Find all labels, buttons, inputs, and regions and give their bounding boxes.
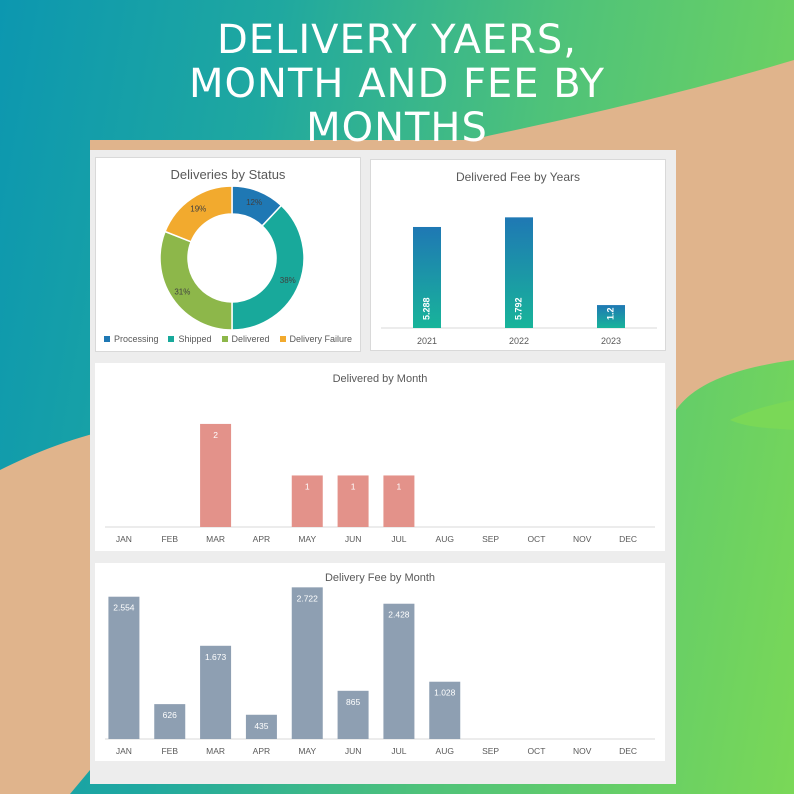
bar-may <box>291 587 323 739</box>
bar-data-label: 2.722 <box>297 593 319 603</box>
dashboard-sheet: Deliveries by Status 12% 38% 31% 19% Proces… <box>90 150 676 784</box>
peach-stroke-right <box>730 400 794 430</box>
bar-data-label: 865 <box>346 697 360 707</box>
x-tick-label: AUG <box>436 746 454 756</box>
x-tick-label: JAN <box>116 746 132 756</box>
x-tick-label: MAR <box>206 746 225 756</box>
delivery-fee-by-month-bar-chart: 2.554 JAN 626 FEB 1.673 MAR 435 APR 2.722 MAY 865 J… <box>105 587 655 756</box>
donut-slice-delivery-failure <box>164 185 233 243</box>
bar-data-label: 1 <box>305 481 310 491</box>
donut-data-label: 19% <box>190 204 206 213</box>
legend-label: Shipped <box>178 334 212 344</box>
legend-label: Delivered <box>231 334 270 344</box>
bar-data-label: 5.792 <box>513 297 523 320</box>
x-tick-label: OCT <box>527 746 545 756</box>
delivered-by-month-bar-chart: JAN FEB 2 MAR APR 1 MAY 1 JUN 1 JUL AUG SEP OCT NOV DEC <box>105 423 655 544</box>
bar-2023 <box>597 305 625 328</box>
legend-swatch <box>168 336 175 342</box>
deliveries-by-status-panel: Deliveries by Status 12% 38% 31% 19% Proces… <box>95 157 361 352</box>
legend-label: Delivery Failure <box>289 334 353 344</box>
bar-may <box>291 475 323 527</box>
donut-data-label: 31% <box>174 288 190 297</box>
x-tick-label: JAN <box>116 534 132 544</box>
bar-jul <box>383 603 415 739</box>
donut-data-label: 12% <box>246 198 262 207</box>
headline-line-1: DELIVERY YAERS, <box>216 17 578 63</box>
page-headline: DELIVERY YAERS, MONTH AND FEE BY MONTHS <box>0 18 794 150</box>
bar-aug <box>429 681 461 739</box>
bar-jan <box>108 596 140 739</box>
x-tick-label: 2023 <box>601 336 621 346</box>
x-tick-label: JUN <box>345 746 362 756</box>
delivered-by-month-panel: Delivered by Month JAN FEB 2 MAR APR 1 MAY 1 JUN… <box>95 363 665 551</box>
legend-swatch <box>279 336 286 342</box>
bar-apr <box>245 714 277 739</box>
donut-legend: Processing Shipped Delivered Delivery Fa… <box>96 334 360 344</box>
legend-item: Delivery Failure <box>279 334 353 344</box>
bar-data-label: 435 <box>254 721 268 731</box>
chart-title: Delivery Fee by Month <box>324 572 436 584</box>
headline-line-2: MONTH AND FEE BY <box>189 61 605 107</box>
legend-swatch <box>221 336 228 342</box>
x-tick-label: SEP <box>482 746 499 756</box>
x-tick-label: DEC <box>619 746 637 756</box>
x-tick-label: APR <box>253 534 270 544</box>
x-tick-label: SEP <box>482 534 499 544</box>
legend-item: Delivered <box>221 334 270 344</box>
bar-data-label: 1.673 <box>205 652 227 662</box>
x-tick-label: OCT <box>527 534 545 544</box>
delivered-fee-by-years-panel: Delivered Fee by Years 5.288 2021 5.792 202… <box>370 159 666 351</box>
donut-data-label: 38% <box>280 276 296 285</box>
x-tick-label: MAR <box>206 534 225 544</box>
x-tick-label: MAY <box>298 746 316 756</box>
chart-title: Delivered Fee by Years <box>455 170 581 184</box>
bar-data-label: 1.2 <box>605 307 615 320</box>
bar-feb <box>154 704 186 739</box>
bar-data-label: 2.428 <box>388 610 410 620</box>
legend-item: Shipped <box>168 334 212 344</box>
x-tick-label: 2021 <box>417 336 437 346</box>
legend-swatch <box>103 336 110 342</box>
donut-slice-delivered <box>159 230 233 331</box>
x-tick-label: APR <box>253 746 270 756</box>
bar-data-label: 1.028 <box>434 688 456 698</box>
bar-jun <box>337 475 369 527</box>
bar-data-label: 5.288 <box>421 297 431 320</box>
chart-title: Delivered by Month <box>332 373 428 385</box>
bar-jun <box>337 690 369 739</box>
bar-data-label: 2.554 <box>113 603 135 613</box>
x-tick-label: 2022 <box>509 336 529 346</box>
x-tick-label: AUG <box>436 534 454 544</box>
x-tick-label: JUL <box>391 746 406 756</box>
headline-line-3: MONTHS <box>306 105 488 151</box>
delivery-fee-by-month-panel: Delivery Fee by Month 2.554 JAN 626 FEB 1.67… <box>95 563 665 761</box>
chart-title: Deliveries by Status <box>170 167 286 182</box>
bar-data-label: 2 <box>213 430 218 440</box>
x-tick-label: DEC <box>619 534 637 544</box>
x-tick-label: FEB <box>161 746 178 756</box>
years-bar-chart: 5.288 2021 5.792 2022 1.2 2023 <box>381 217 657 346</box>
bar-mar <box>200 645 232 739</box>
legend-item: Processing <box>103 334 159 344</box>
x-tick-label: NOV <box>573 746 592 756</box>
x-tick-label: MAY <box>298 534 316 544</box>
x-tick-label: JUN <box>345 534 362 544</box>
bar-2021 <box>413 226 441 328</box>
bar-2022 <box>505 217 533 328</box>
bar-mar <box>200 423 232 527</box>
x-tick-label: JUL <box>391 534 406 544</box>
bar-jul <box>383 475 415 527</box>
bar-data-label: 1 <box>351 481 356 491</box>
x-tick-label: FEB <box>161 534 178 544</box>
donut-slice-shipped <box>231 204 305 331</box>
legend-label: Processing <box>113 334 159 344</box>
bar-data-label: 626 <box>163 710 177 720</box>
bar-data-label: 1 <box>397 481 402 491</box>
x-tick-label: NOV <box>573 534 592 544</box>
donut-chart: 12% 38% 31% 19% <box>159 185 305 331</box>
